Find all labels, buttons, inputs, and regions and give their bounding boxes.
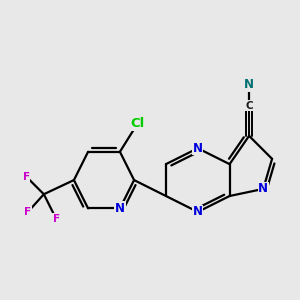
Text: N: N (193, 142, 203, 155)
Text: N: N (115, 202, 125, 215)
Text: F: F (24, 207, 32, 217)
Text: N: N (193, 206, 203, 218)
Text: N: N (244, 78, 254, 91)
Text: C: C (245, 101, 253, 111)
Text: Cl: Cl (130, 117, 145, 130)
Text: F: F (22, 172, 30, 182)
Text: F: F (53, 214, 60, 224)
Text: N: N (258, 182, 268, 195)
